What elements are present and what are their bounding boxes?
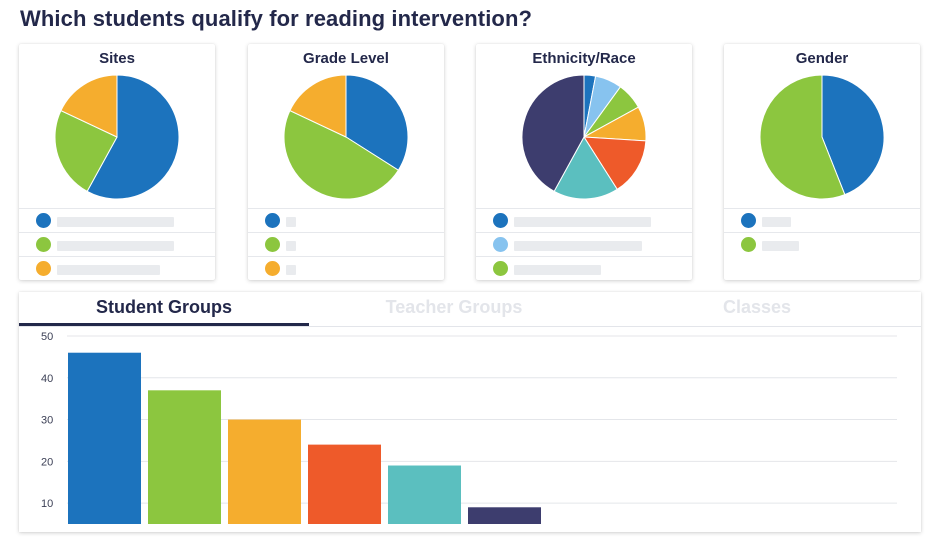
bar[interactable]	[228, 419, 301, 524]
gender-pie-chart[interactable]	[724, 74, 920, 210]
pie-slice[interactable]	[283, 109, 400, 200]
legend-label-placeholder	[762, 217, 791, 227]
y-tick-label: 20	[41, 456, 53, 468]
page-title: Which students qualify for reading inter…	[20, 6, 533, 31]
legend-item[interactable]	[19, 208, 215, 232]
legend-item[interactable]	[248, 256, 444, 280]
bar[interactable]	[148, 390, 221, 524]
legend-color-dot	[493, 237, 508, 252]
tab-bar: Student Groups Teacher Groups Classes	[19, 292, 921, 327]
legend-label-placeholder	[57, 241, 174, 251]
legend-label-placeholder	[762, 241, 799, 251]
legend-label-placeholder	[514, 265, 601, 275]
legend-label-placeholder	[57, 265, 160, 275]
sites-card[interactable]: Sites	[19, 44, 215, 280]
legend-label-placeholder	[57, 217, 174, 227]
card-title: Grade Level	[303, 50, 389, 67]
legend-item[interactable]	[476, 232, 692, 256]
student-groups-bar-chart[interactable]: 10 20 30 40 50	[19, 328, 921, 532]
legend-color-dot	[36, 213, 51, 228]
ethnicity-race-pie-chart[interactable]	[476, 74, 692, 210]
legend-item[interactable]	[476, 256, 692, 280]
legend-color-dot	[265, 261, 280, 276]
pie-slice[interactable]	[583, 136, 647, 191]
legend-color-dot	[741, 237, 756, 252]
legend	[19, 208, 215, 280]
legend-color-dot	[36, 237, 51, 252]
card-title: Sites	[99, 50, 135, 67]
pie-slice[interactable]	[759, 74, 846, 200]
legend-item[interactable]	[724, 208, 920, 232]
legend-item[interactable]	[248, 208, 444, 232]
tab-teacher-groups[interactable]: Teacher Groups	[385, 297, 523, 317]
bar[interactable]	[308, 444, 381, 524]
pie-slice[interactable]	[821, 74, 885, 196]
legend-item[interactable]	[19, 232, 215, 256]
y-tick-label: 40	[41, 373, 53, 385]
bar[interactable]	[388, 465, 461, 524]
legend-color-dot	[741, 213, 756, 228]
legend	[248, 208, 444, 280]
card-title: Gender	[795, 50, 849, 67]
tab-student-groups[interactable]: Student Groups	[19, 292, 309, 326]
grade-level-card[interactable]: Grade Level	[248, 44, 444, 280]
legend-label-placeholder	[286, 217, 296, 227]
legend-item[interactable]	[476, 208, 692, 232]
legend-item[interactable]	[19, 256, 215, 280]
legend-color-dot	[265, 237, 280, 252]
legend-color-dot	[493, 213, 508, 228]
pie-slice[interactable]	[60, 74, 118, 138]
legend-item[interactable]	[724, 232, 920, 256]
pie-slice[interactable]	[289, 74, 347, 138]
legend-label-placeholder	[286, 241, 296, 251]
pie-slice[interactable]	[553, 136, 618, 200]
bar[interactable]	[468, 507, 541, 524]
y-tick-label: 30	[41, 415, 53, 427]
legend-color-dot	[36, 261, 51, 276]
bar[interactable]	[68, 352, 141, 524]
pie-slice[interactable]	[86, 74, 180, 200]
legend-label-placeholder	[514, 241, 642, 251]
y-tick-label: 50	[41, 331, 53, 343]
pie-slice[interactable]	[521, 74, 585, 193]
legend-color-dot	[265, 213, 280, 228]
groups-panel: Student Groups Teacher Groups Classes 10…	[19, 292, 921, 532]
grade-level-pie-chart[interactable]	[248, 74, 444, 210]
legend-label-placeholder	[514, 217, 651, 227]
gender-card[interactable]: Gender	[724, 44, 920, 280]
tab-classes[interactable]: Classes	[722, 297, 792, 317]
legend-item[interactable]	[248, 232, 444, 256]
y-tick-label: 10	[41, 498, 53, 510]
ethnicity-race-card[interactable]: Ethnicity/Race	[476, 44, 692, 280]
legend-color-dot	[493, 261, 508, 276]
pie-slice[interactable]	[54, 109, 118, 193]
legend	[724, 208, 920, 256]
legend	[476, 208, 692, 280]
legend-label-placeholder	[286, 265, 296, 275]
card-title: Ethnicity/Race	[532, 50, 636, 67]
sites-pie-chart[interactable]	[19, 74, 215, 210]
